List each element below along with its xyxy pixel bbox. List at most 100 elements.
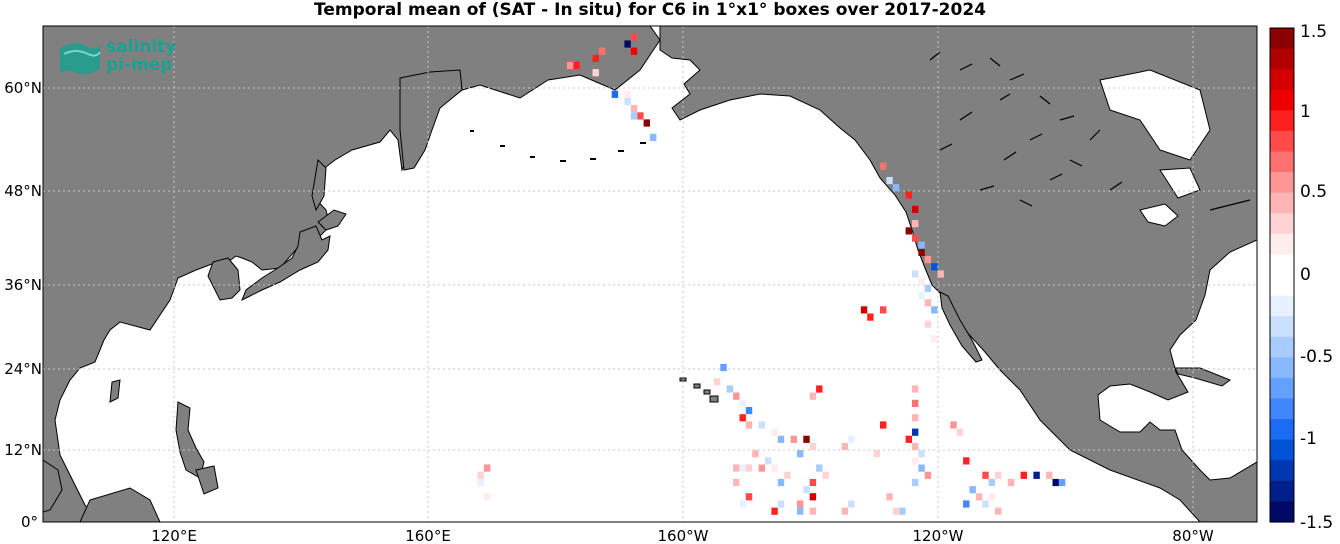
colorbar-swatch — [1270, 151, 1294, 173]
bias-cell — [956, 428, 964, 436]
bias-cell — [630, 105, 638, 113]
colorbar-swatch — [1270, 398, 1294, 420]
bias-cell — [758, 464, 765, 472]
bias-cell — [848, 435, 855, 443]
map-frame — [42, 25, 1258, 523]
lat-tick-label: 36°N — [4, 276, 42, 294]
bias-cell — [905, 227, 912, 235]
bias-cell — [797, 507, 804, 515]
bias-cells — [477, 33, 1066, 515]
land-borneo — [79, 487, 161, 522]
bias-cell — [982, 471, 989, 479]
bias-cell — [809, 507, 817, 515]
colorbar-swatch — [1270, 357, 1294, 379]
colorbar-swatch — [1270, 48, 1294, 70]
colorbar-swatch — [1270, 377, 1294, 400]
colorbar-tick-label: 1.5 — [1300, 22, 1327, 42]
bias-cell — [937, 270, 944, 278]
bias-cell — [905, 191, 912, 199]
bias-cell — [1033, 471, 1040, 479]
bias-cell — [912, 478, 919, 487]
bias-cell — [598, 47, 606, 55]
land-asia — [43, 26, 661, 522]
great-lakes — [1139, 203, 1179, 227]
colorbar-swatch — [1270, 254, 1294, 276]
bias-cell — [733, 392, 740, 400]
bias-cell — [848, 500, 855, 508]
bias-cell — [988, 478, 995, 487]
bias-cell — [745, 493, 753, 501]
bias-cell — [931, 306, 938, 314]
bias-cell — [573, 61, 580, 70]
colorbar-ticks: 1.5 1 0.5 0 -0.5 -1 -1.5 — [1300, 22, 1333, 533]
bias-cell — [924, 299, 932, 307]
bias-cell — [918, 248, 925, 256]
bias-cell — [988, 493, 995, 501]
bias-cell — [912, 399, 919, 407]
bias-cell — [1046, 471, 1053, 479]
bias-cell — [912, 428, 919, 436]
bias-cell — [950, 421, 957, 429]
lat-tick-label: 0° — [21, 513, 38, 531]
lon-tick-label: 160°E — [405, 527, 451, 544]
colorbar-swatch — [1270, 275, 1294, 297]
bias-cell — [803, 486, 810, 494]
bias-cell — [797, 450, 804, 458]
bias-cell — [624, 97, 631, 106]
bias-cell — [637, 112, 644, 120]
lon-tick-label: 160°W — [658, 527, 709, 544]
colorbar-swatch — [1270, 233, 1294, 256]
land-baja — [939, 291, 983, 363]
bias-cell — [963, 457, 970, 465]
bias-cell — [924, 284, 932, 292]
colorbar-swatch — [1270, 501, 1294, 523]
colorbar-swatch — [1270, 460, 1294, 482]
land-japan — [241, 225, 331, 302]
bias-cell — [982, 500, 989, 508]
colorbar-swatch — [1270, 336, 1294, 358]
bias-cell — [912, 385, 919, 393]
bias-cell — [745, 464, 753, 472]
colorbar-swatch — [1270, 110, 1294, 132]
aleutian-islands — [470, 130, 646, 162]
lat-tick-label: 24°N — [4, 360, 42, 378]
bias-cell — [650, 133, 657, 141]
land-cuba — [1174, 367, 1232, 387]
bias-cell — [892, 184, 900, 192]
bias-cell — [931, 263, 938, 271]
bias-cell — [1020, 471, 1027, 479]
bias-cell — [892, 507, 900, 515]
bias-cell — [739, 399, 746, 407]
colorbar-swatch — [1270, 480, 1294, 503]
bias-cell — [477, 478, 484, 487]
bias-cell — [630, 47, 638, 55]
bias-cell — [643, 119, 650, 127]
bias-cell — [790, 435, 797, 443]
bias-cell — [752, 450, 759, 458]
bias-cell — [931, 335, 938, 343]
logo-text-line1: salinity — [106, 37, 177, 57]
land-indochina — [43, 459, 63, 513]
bias-cell — [630, 33, 638, 41]
bias-cell — [809, 493, 817, 501]
bias-cell — [880, 306, 887, 314]
bias-cell — [809, 392, 817, 400]
colorbar-swatch — [1270, 89, 1294, 111]
colorbar-swatch — [1270, 316, 1294, 338]
land-kamchatka — [399, 69, 463, 171]
bias-cell — [822, 471, 829, 479]
lon-tick-label: 120°W — [913, 527, 964, 544]
bias-cell — [771, 428, 778, 436]
bias-cell — [720, 363, 727, 372]
lat-tick-label: 12°N — [4, 441, 42, 459]
bias-cell — [918, 241, 925, 249]
map-title: Temporal mean of (SAT - In situ) for C6 … — [314, 0, 986, 20]
bias-cell — [726, 385, 734, 393]
bias-cell — [733, 464, 740, 472]
bias-cell — [918, 450, 925, 458]
bias-cell — [841, 507, 849, 515]
bias-cell — [758, 421, 765, 429]
lat-ticks: 0° 12°N 24°N 36°N 48°N 60°N — [4, 79, 42, 531]
bias-cell — [797, 500, 804, 508]
